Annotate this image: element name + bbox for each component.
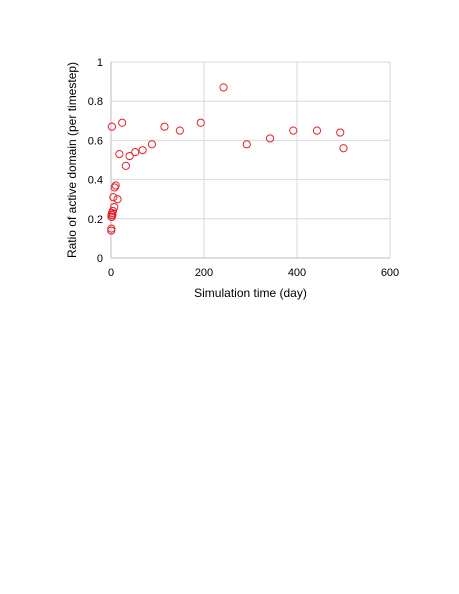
data-point [219, 83, 228, 92]
data-point [108, 210, 117, 219]
tick-labels: 0 0.2 0.4 0.6 0.8 1 0 200 400 600 [88, 57, 399, 279]
data-point [131, 148, 140, 157]
axes [110, 62, 390, 259]
data-point [118, 118, 127, 127]
data-point [312, 126, 322, 135]
data-point [113, 195, 122, 204]
data-point [339, 144, 348, 153]
gridlines [111, 61, 391, 258]
x-tick-label: 400 [288, 267, 306, 279]
y-tick-label: 0.8 [88, 96, 103, 108]
x-tick-label: 200 [195, 267, 213, 279]
x-axis-title: Simulation time (day) [194, 286, 307, 300]
y-tick-label: 0.4 [88, 175, 103, 187]
data-point [336, 128, 345, 137]
data-point [175, 126, 184, 135]
data-point [107, 122, 117, 131]
data-point [196, 118, 205, 127]
x-tick-label: 600 [381, 267, 399, 279]
y-axis-title: Ratio of active domain (per timestep) [65, 62, 79, 258]
data-point [109, 193, 118, 202]
data-point [108, 206, 117, 216]
data-point [289, 126, 298, 135]
data-points [107, 83, 348, 235]
data-point [265, 134, 275, 143]
data-point [147, 140, 157, 149]
y-tick-label: 0 [97, 253, 103, 265]
data-point [115, 150, 124, 159]
data-point [111, 181, 120, 190]
x-tick-label: 0 [108, 267, 114, 279]
data-point [242, 140, 251, 149]
data-point [107, 224, 116, 233]
data-point [125, 151, 134, 161]
y-tick-label: 0.6 [88, 135, 103, 147]
y-tick-label: 0.2 [88, 214, 103, 226]
data-point [121, 161, 130, 170]
data-point [160, 122, 169, 131]
y-tick-label: 1 [97, 57, 103, 69]
data-point [110, 202, 119, 212]
data-point [138, 146, 147, 155]
